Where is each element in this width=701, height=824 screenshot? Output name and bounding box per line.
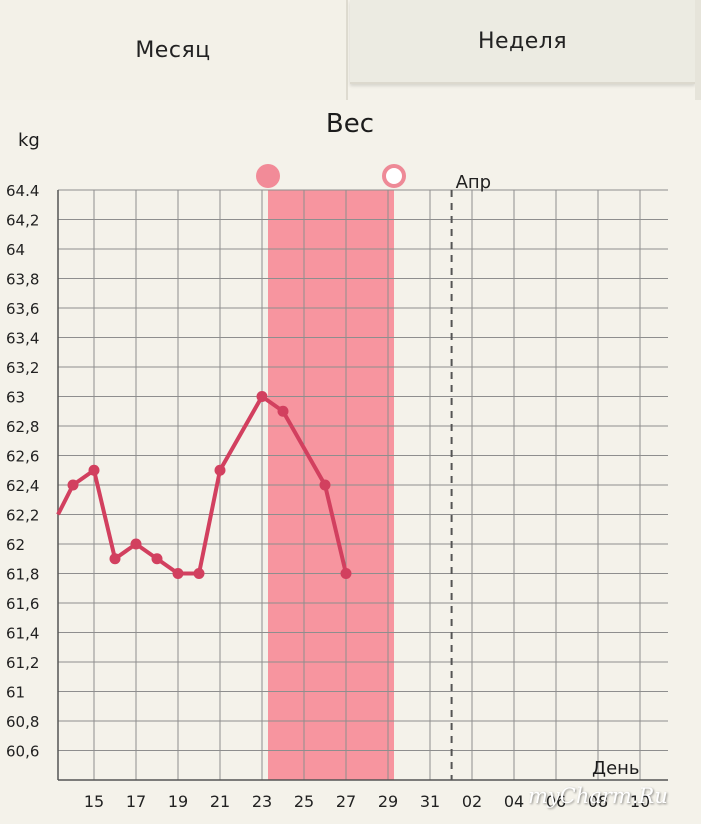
y-tick-label: 61 xyxy=(6,684,25,702)
data-point[interactable] xyxy=(340,568,352,579)
range-end-handle[interactable] xyxy=(382,164,406,188)
x-tick-label: 17 xyxy=(126,792,146,811)
x-tick-label: 06 xyxy=(546,792,566,811)
data-point[interactable] xyxy=(130,538,142,550)
y-tick-label: 62,4 xyxy=(6,477,39,495)
x-tick-label: 02 xyxy=(462,792,482,811)
month-label: Апр xyxy=(456,172,492,193)
y-tick-label: 64.4 xyxy=(6,182,39,200)
data-point[interactable] xyxy=(193,568,205,579)
y-tick-label: 61,6 xyxy=(6,595,39,613)
x-axis-label: День xyxy=(592,758,640,779)
x-tick-label: 08 xyxy=(588,792,608,811)
data-point[interactable] xyxy=(214,464,226,476)
data-point[interactable] xyxy=(256,391,268,402)
data-point[interactable] xyxy=(109,553,121,565)
tab-bar-edge xyxy=(695,0,701,100)
y-tick-label: 64,2 xyxy=(6,212,39,230)
y-tick-label: 63 xyxy=(6,389,25,407)
data-point[interactable] xyxy=(319,479,331,491)
x-tick-label: 31 xyxy=(420,792,440,811)
tab-month[interactable]: Месяц xyxy=(0,0,348,100)
y-tick-label: 62,6 xyxy=(6,448,39,466)
y-tick-label: 63,8 xyxy=(6,271,39,289)
tab-week[interactable]: Неделя xyxy=(350,0,695,84)
y-tick-label: 63,6 xyxy=(6,300,39,318)
data-point[interactable] xyxy=(277,405,289,417)
range-start-handle[interactable] xyxy=(256,164,280,188)
data-point[interactable] xyxy=(88,464,100,476)
y-tick-label: 60,6 xyxy=(6,743,39,761)
y-tick-label: 61,8 xyxy=(6,566,39,584)
x-tick-label: 23 xyxy=(252,792,272,811)
x-tick-label: 15 xyxy=(84,792,104,811)
y-tick-label: 62 xyxy=(6,536,25,554)
y-tick-label: 62,8 xyxy=(6,418,39,436)
tab-bar: Месяц Неделя xyxy=(0,0,701,100)
data-point[interactable] xyxy=(172,568,184,579)
y-tick-label: 63,2 xyxy=(6,359,39,377)
y-tick-label: 61,4 xyxy=(6,625,39,643)
chart-title: Вес xyxy=(326,109,374,139)
x-tick-label: 19 xyxy=(168,792,188,811)
x-tick-label: 10 xyxy=(630,792,650,811)
weight-chart: Вес kg 64.4 64,2 64 63,8 63,6 63,4 63,2 63 62,8 6… xyxy=(6,109,668,811)
data-point[interactable] xyxy=(67,479,79,491)
x-tick-label: 04 xyxy=(504,792,524,811)
watermark: myCharm.Ru xyxy=(528,784,668,808)
y-tick-label: 63,4 xyxy=(6,330,39,348)
x-tick-label: 25 xyxy=(294,792,314,811)
y-tick-label: 61,2 xyxy=(6,654,39,672)
x-tick-label: 29 xyxy=(378,792,398,811)
y-axis-label: kg xyxy=(18,130,40,151)
x-tick-label: 27 xyxy=(336,792,356,811)
data-point[interactable] xyxy=(151,553,163,565)
x-tick-label: 21 xyxy=(210,792,230,811)
y-tick-label: 60,8 xyxy=(6,713,39,731)
y-tick-label: 62,2 xyxy=(6,507,39,525)
y-tick-label: 64 xyxy=(6,241,25,259)
